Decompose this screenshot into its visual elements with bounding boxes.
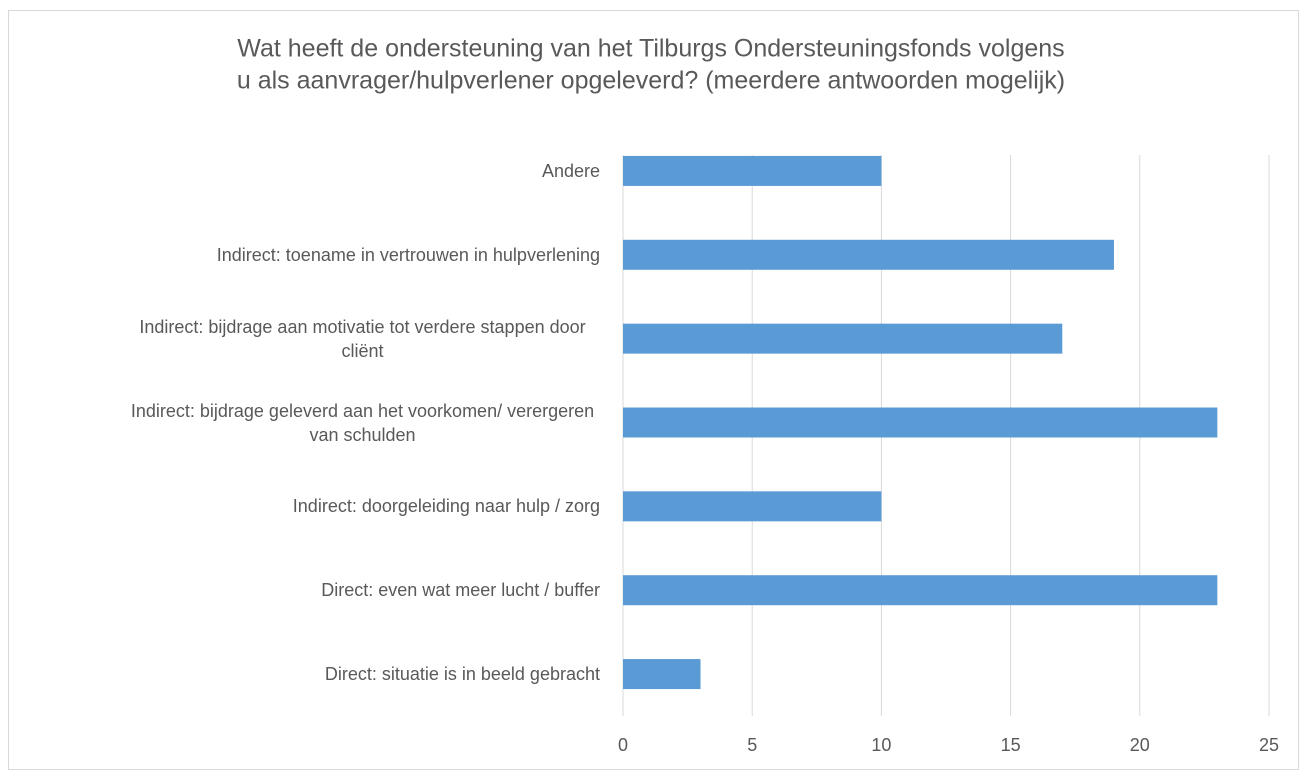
bar: [623, 155, 882, 186]
bar: [623, 239, 1114, 270]
x-tick-label: 0: [618, 735, 628, 755]
x-tick-label: 20: [1130, 735, 1150, 755]
chart-title: Wat heeft de ondersteuning van het Tilbu…: [237, 35, 1064, 63]
y-tick-label: Direct: even wat meer lucht / buffer: [321, 580, 600, 601]
bar: [623, 407, 1218, 438]
y-tick-label: Indirect: bijdrage aan motivatie tot ver…: [139, 316, 586, 361]
y-tick-label: Andere: [541, 160, 600, 181]
chart-title: u als aanvrager/hulpverlener opgeleverd?…: [237, 67, 1065, 95]
y-tick-label: Indirect: bijdrage geleverd aan het voor…: [130, 400, 595, 445]
y-tick-label: Indirect: doorgeleiding naar hulp / zorg: [292, 496, 600, 517]
bar: [623, 659, 701, 690]
chart-border: [8, 10, 1299, 770]
bar: [623, 323, 1063, 354]
x-tick-label: 10: [871, 735, 891, 755]
x-tick-label: 25: [1259, 735, 1279, 755]
x-tick-label: 5: [747, 735, 757, 755]
y-tick-label: Indirect: toename in vertrouwen in hulpv…: [216, 244, 600, 265]
x-tick-label: 15: [1001, 735, 1021, 755]
y-tick-label: Direct: situatie is in beeld gebracht: [324, 664, 600, 685]
bar: [623, 491, 882, 522]
bar: [623, 575, 1218, 606]
